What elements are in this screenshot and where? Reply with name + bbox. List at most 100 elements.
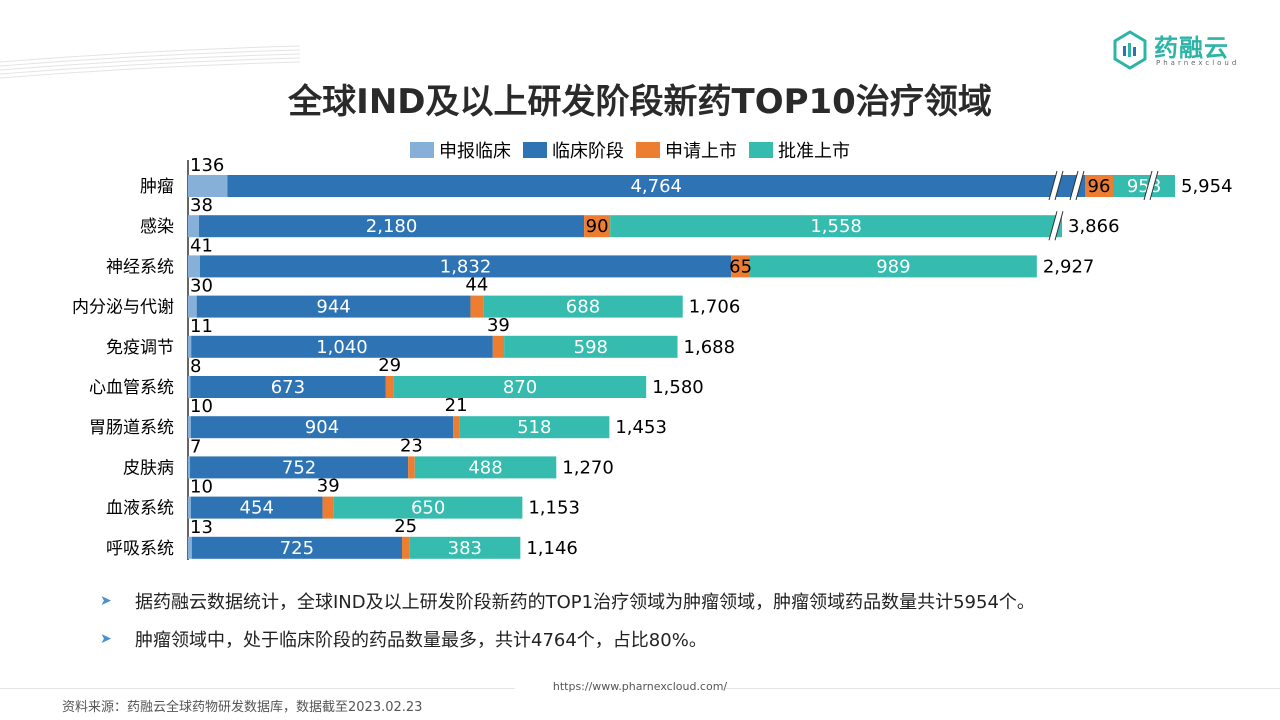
- data-label-clinical: 673: [271, 377, 305, 398]
- category-label: 肿瘤: [140, 177, 174, 197]
- bar-segment-3: [470, 295, 484, 318]
- data-label-total: 1,270: [562, 457, 614, 478]
- data-label-application: 30: [190, 276, 213, 297]
- data-label-total: 1,453: [615, 417, 667, 438]
- brand-logo: 药融云 Pharnexcloud: [1112, 28, 1242, 70]
- data-label-clinical: 904: [305, 417, 339, 438]
- data-label-clinical: 752: [282, 457, 316, 478]
- data-label-approved: 650: [411, 498, 445, 519]
- axis-break-mark: [1143, 170, 1153, 201]
- bar-segment-1: [188, 496, 191, 519]
- summary-bullets: ➤ 据药融云数据统计，全球IND及以上研发阶段新药的TOP1治疗领域为肿瘤领域，…: [100, 582, 1035, 658]
- bar-segment-4: [750, 255, 1037, 278]
- axis-break-mark: [1054, 211, 1064, 241]
- bar-segment-3: [731, 255, 751, 278]
- legend-item: 临床阶段: [523, 137, 624, 163]
- bar-segment-1: [188, 536, 192, 559]
- data-label-clinical: 4,764: [630, 176, 682, 197]
- data-label-application: 10: [190, 396, 213, 417]
- data-label-approved: 688: [566, 297, 600, 318]
- axis-break-mark: [1070, 170, 1084, 201]
- axis-break-mark: [1048, 170, 1058, 201]
- bar-segment-2: [190, 496, 323, 519]
- logo-subtitle: Pharnexcloud: [1156, 59, 1240, 67]
- bar-segment-1: [188, 215, 200, 238]
- bar-segment-3: [453, 416, 460, 439]
- bar-segment-3: [1085, 175, 1113, 197]
- footer-divider: [725, 688, 1280, 689]
- axis-break-mark: [1149, 170, 1159, 201]
- bar-segment-1: [188, 295, 197, 318]
- data-label-application: 10: [190, 477, 213, 498]
- data-label-clinical: 2,180: [366, 216, 418, 237]
- data-label-filing: 21: [445, 395, 468, 416]
- arrow-bullet-icon: ➤: [100, 631, 112, 647]
- data-label-clinical: 725: [280, 538, 314, 559]
- bar-segment-4: [483, 295, 683, 318]
- data-label-total: 1,580: [652, 377, 704, 398]
- data-label-filing: 90: [586, 216, 609, 237]
- bar-segment-1: [188, 456, 191, 479]
- data-label-approved: 488: [468, 457, 502, 478]
- data-label-clinical: 454: [240, 498, 274, 519]
- chart-legend: 申报临床 临床阶段 申请上市 批准上市: [410, 137, 850, 163]
- legend-label: 申请上市: [665, 141, 737, 162]
- bar-segment-2: [227, 175, 1085, 197]
- page-title: 全球IND及以上研发阶段新药TOP10治疗领域: [288, 82, 992, 122]
- data-label-approved: 989: [876, 256, 910, 277]
- axis-break-mark: [1048, 211, 1058, 241]
- bar-segment-3: [492, 335, 505, 358]
- bar-segment-1: [188, 175, 228, 197]
- bar-segment-1: [188, 376, 191, 398]
- category-label: 胃肠道系统: [89, 418, 174, 438]
- axis-break-mark: [1069, 170, 1079, 201]
- data-label-clinical: 1,040: [316, 337, 368, 358]
- legend-swatch: [636, 142, 660, 158]
- data-label-total: 3,866: [1068, 216, 1120, 237]
- data-label-filing: 25: [394, 516, 417, 537]
- data-label-total: 1,688: [684, 337, 736, 358]
- data-label-filing: 39: [317, 476, 340, 497]
- data-label-filing: 39: [487, 315, 510, 336]
- data-label-total: 2,927: [1043, 256, 1095, 277]
- legend-label: 批准上市: [778, 141, 850, 162]
- data-label-application: 41: [190, 235, 213, 256]
- data-label-approved: 870: [503, 377, 537, 398]
- bar-segment-4: [1113, 175, 1175, 197]
- data-label-approved: 383: [448, 538, 482, 559]
- footer-url[interactable]: https://www.pharnexcloud.com/: [552, 680, 728, 693]
- bullet-text: 据药融云数据统计，全球IND及以上研发阶段新药的TOP1治疗领域为肿瘤领域，肿瘤…: [135, 592, 1035, 613]
- bar-segment-2: [190, 376, 386, 398]
- data-label-total: 1,153: [528, 498, 580, 519]
- legend-swatch: [523, 142, 547, 158]
- bar-segment-1: [188, 255, 200, 278]
- bar-segment-2: [190, 416, 454, 439]
- logo-hexagon-icon: [1113, 30, 1147, 70]
- data-label-clinical: 944: [316, 297, 350, 318]
- category-label: 感染: [140, 217, 174, 237]
- legend-swatch: [410, 142, 434, 158]
- bar-segment-3: [408, 456, 415, 479]
- data-label-application: 7: [190, 436, 201, 457]
- category-label: 免疫调节: [106, 338, 174, 358]
- legend-item: 申请上市: [636, 137, 737, 163]
- data-label-application: 11: [190, 316, 213, 337]
- arrow-bullet-icon: ➤: [100, 593, 112, 609]
- data-label-approved: 598: [574, 337, 608, 358]
- data-label-filing: 44: [465, 275, 488, 296]
- data-label-total: 1,706: [689, 297, 741, 318]
- data-label-filing: 29: [378, 355, 401, 376]
- data-label-total: 5,954: [1181, 176, 1233, 197]
- bar-segment-1: [188, 416, 191, 439]
- bar-segment-4: [610, 215, 1062, 238]
- category-label: 心血管系统: [89, 378, 174, 398]
- data-label-application: 13: [190, 517, 213, 538]
- category-label: 呼吸系统: [106, 539, 174, 559]
- data-source-note: 资料来源：药融云全球药物研发数据库，数据截至2023.02.23: [62, 700, 423, 715]
- legend-label: 临床阶段: [552, 141, 624, 162]
- bar-segment-4: [393, 376, 647, 398]
- category-label: 神经系统: [106, 257, 174, 277]
- bar-segment-3: [385, 376, 394, 398]
- axis-break-mark: [1049, 170, 1063, 201]
